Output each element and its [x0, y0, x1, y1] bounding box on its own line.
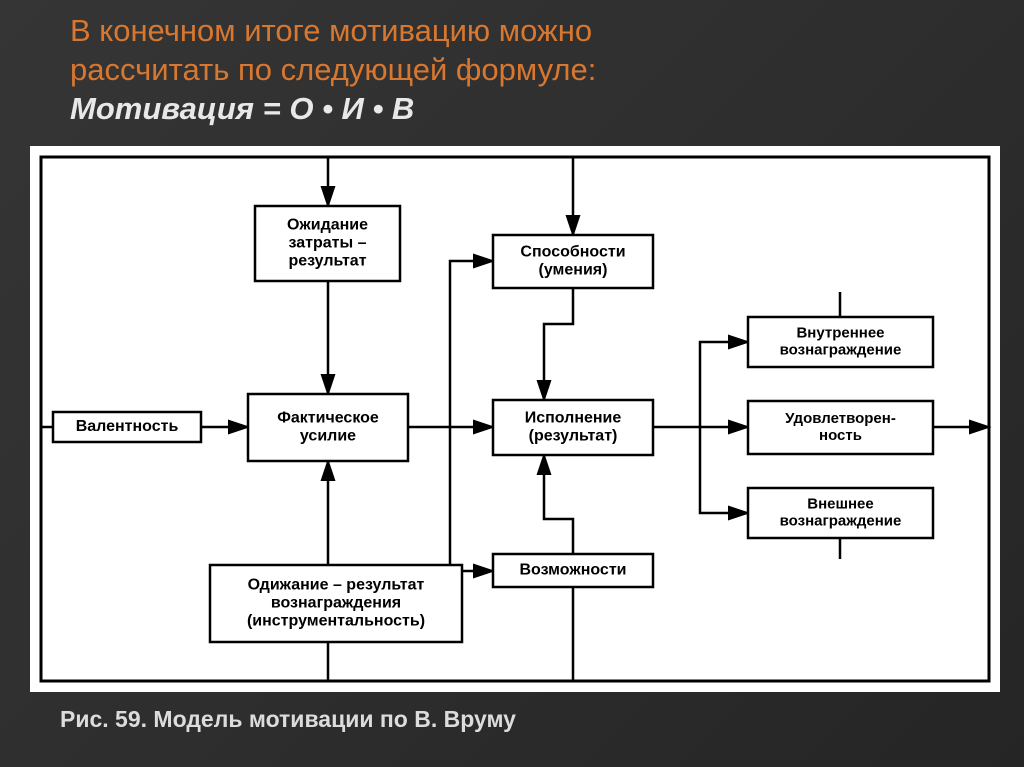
svg-text:вознаграждение: вознаграждение [780, 342, 902, 359]
svg-text:Способности: Способности [520, 244, 625, 261]
svg-text:(инструментальность): (инструментальность) [247, 613, 425, 630]
svg-text:ность: ность [819, 427, 862, 444]
slide: В конечном итоге мотивацию можно рассчит… [0, 0, 1024, 767]
title-block: В конечном итоге мотивацию можно рассчит… [0, 0, 1024, 136]
svg-text:Удовлетворен-: Удовлетворен- [785, 410, 896, 427]
svg-text:Внутреннее: Внутреннее [796, 325, 884, 342]
svg-text:усилие: усилие [300, 428, 356, 445]
svg-text:(умения): (умения) [539, 262, 608, 279]
svg-text:Возможности: Возможности [520, 562, 627, 579]
svg-text:Внешнее: Внешнее [807, 496, 873, 513]
svg-text:Фактическое: Фактическое [277, 410, 379, 427]
svg-text:затраты –: затраты – [289, 235, 367, 252]
svg-text:(результат): (результат) [529, 428, 618, 445]
caption: Рис. 59. Модель мотивации по В. Вруму [60, 706, 994, 733]
svg-text:вознаграждения: вознаграждения [271, 595, 401, 612]
title-line-1: В конечном итоге мотивацию можно [70, 12, 954, 51]
svg-text:Исполнение: Исполнение [525, 410, 622, 427]
svg-text:результат: результат [288, 253, 366, 270]
title-line-2: рассчитать по следующей формуле: [70, 51, 954, 90]
flowchart-diagram: Валентность Ожиданиезатраты –результат Фак… [33, 149, 997, 689]
svg-text:Ожидание: Ожидание [287, 217, 368, 234]
svg-text:Валентность: Валентность [76, 418, 179, 435]
diagram-wrapper: Валентность Ожиданиезатраты –результат Фак… [30, 146, 1000, 692]
svg-text:вознаграждение: вознаграждение [780, 513, 902, 530]
title-formula: Мотивация = О • И • В [70, 90, 954, 129]
svg-text:Одижание – результат: Одижание – результат [248, 577, 425, 594]
